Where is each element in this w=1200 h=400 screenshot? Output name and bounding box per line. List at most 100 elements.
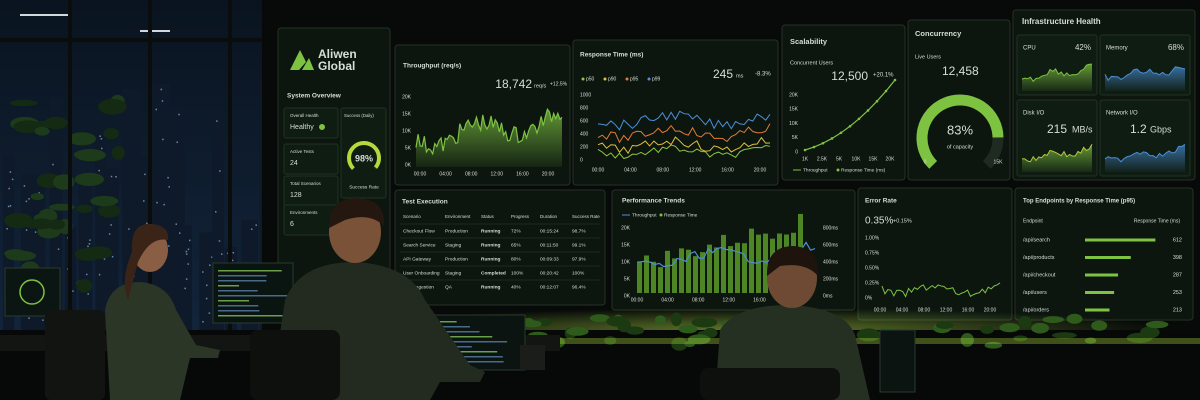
kpi-value: 12,458 <box>942 64 979 78</box>
tick-label: 5K <box>792 135 799 141</box>
stat-value: 24 <box>290 160 298 167</box>
tick-label: 0.75% <box>865 250 880 256</box>
panel-title: Throughput (req/s) <box>403 63 461 70</box>
test-execution-panel <box>394 189 606 306</box>
building-light <box>215 211 217 213</box>
foliage <box>73 149 106 161</box>
building <box>180 225 192 330</box>
building-light <box>99 135 101 137</box>
legend-label: p50 <box>586 76 595 82</box>
cell: 99.1% <box>572 242 586 248</box>
building-light <box>7 205 10 208</box>
tick-label: 12:00 <box>723 297 736 303</box>
monitor <box>212 262 294 324</box>
building-light <box>202 321 204 323</box>
foliage <box>74 172 105 186</box>
label: +12.5% <box>550 81 568 87</box>
tick-label: 600ms <box>823 242 839 248</box>
code-line <box>218 275 267 277</box>
plant <box>960 333 974 347</box>
cell: Running <box>481 242 501 248</box>
foliage <box>4 249 27 258</box>
tick-label: 16:00 <box>516 171 529 177</box>
plant <box>1052 332 1077 339</box>
building-light <box>220 253 223 255</box>
tick-label: 200ms <box>823 276 839 282</box>
cell: Production <box>445 256 468 262</box>
decorative-bar <box>665 250 670 293</box>
label: Memory <box>1106 46 1128 52</box>
cell: 00:11:50 <box>540 242 559 248</box>
plant <box>856 328 881 342</box>
label: Live Users <box>915 54 941 60</box>
legend-label: Response Time <box>664 212 698 218</box>
tick-label: 200 <box>580 144 589 150</box>
decorative-bar <box>749 228 754 293</box>
tick-label: 08:00 <box>465 171 478 177</box>
label: Success Rate <box>349 184 379 190</box>
building-light <box>178 113 180 116</box>
kpi-value: 0.35% <box>865 216 893 227</box>
legend-swatch <box>603 77 607 81</box>
label: -8.3% <box>755 72 771 78</box>
column-header: Success Rate <box>572 214 600 219</box>
tick-label: 10K <box>789 121 799 127</box>
decorative-bar <box>679 248 684 293</box>
panel-title: Response Time (ms) <box>580 52 643 59</box>
decorative-line <box>1021 143 1093 163</box>
building-light <box>185 250 188 253</box>
legend-label: p90 <box>608 76 617 82</box>
building-light <box>25 200 28 203</box>
building-light <box>111 255 114 258</box>
tick-label: 04:00 <box>439 171 452 177</box>
foliage <box>30 192 44 201</box>
metric-value: 1.2 <box>1130 122 1147 136</box>
building-light <box>52 163 54 166</box>
tick-label: 5K <box>624 276 631 282</box>
building-light <box>176 141 179 143</box>
chair <box>700 368 840 400</box>
building-light <box>178 232 181 234</box>
kpi-value: 245 <box>713 67 733 81</box>
legend-label: Throughput <box>803 167 828 173</box>
tick-label: 5K <box>836 156 843 162</box>
decorative-bar <box>721 234 726 293</box>
building-light <box>208 312 211 314</box>
tick-label: 20:00 <box>542 171 555 177</box>
endpoint-value: 612 <box>1173 237 1182 243</box>
building-light <box>163 203 165 206</box>
stat-value: 6 <box>290 221 294 228</box>
tick-label: 20K <box>621 225 631 231</box>
building-light <box>156 201 158 204</box>
tick-label: 20K <box>402 94 412 100</box>
cell: 98.7% <box>572 228 586 234</box>
building-light <box>28 198 30 200</box>
tick-label: 0K <box>624 293 631 299</box>
column-header: Progress <box>511 214 530 219</box>
code-line <box>440 361 504 363</box>
building-light <box>103 258 106 260</box>
panel-title: Concurrency <box>915 29 962 38</box>
panel-title: Scalability <box>790 37 828 46</box>
building-light <box>6 227 8 230</box>
panel-title: Performance Trends <box>622 198 685 205</box>
person <box>105 282 220 400</box>
foliage <box>68 132 96 146</box>
building-light <box>167 176 169 179</box>
building-light <box>28 317 30 319</box>
plant <box>654 315 666 325</box>
building-light <box>211 256 213 258</box>
tick-label: 400ms <box>823 259 839 265</box>
decorative-dot <box>803 148 807 152</box>
tick-label: 0ms <box>823 293 833 299</box>
building-light <box>143 200 145 202</box>
foliage <box>90 195 119 207</box>
building-light <box>218 240 221 242</box>
building-light <box>160 88 163 91</box>
building-light <box>216 120 218 122</box>
building-light <box>86 273 88 276</box>
tick-label: 0% <box>865 295 873 301</box>
code-line <box>440 356 503 358</box>
cell: Running <box>481 256 501 262</box>
